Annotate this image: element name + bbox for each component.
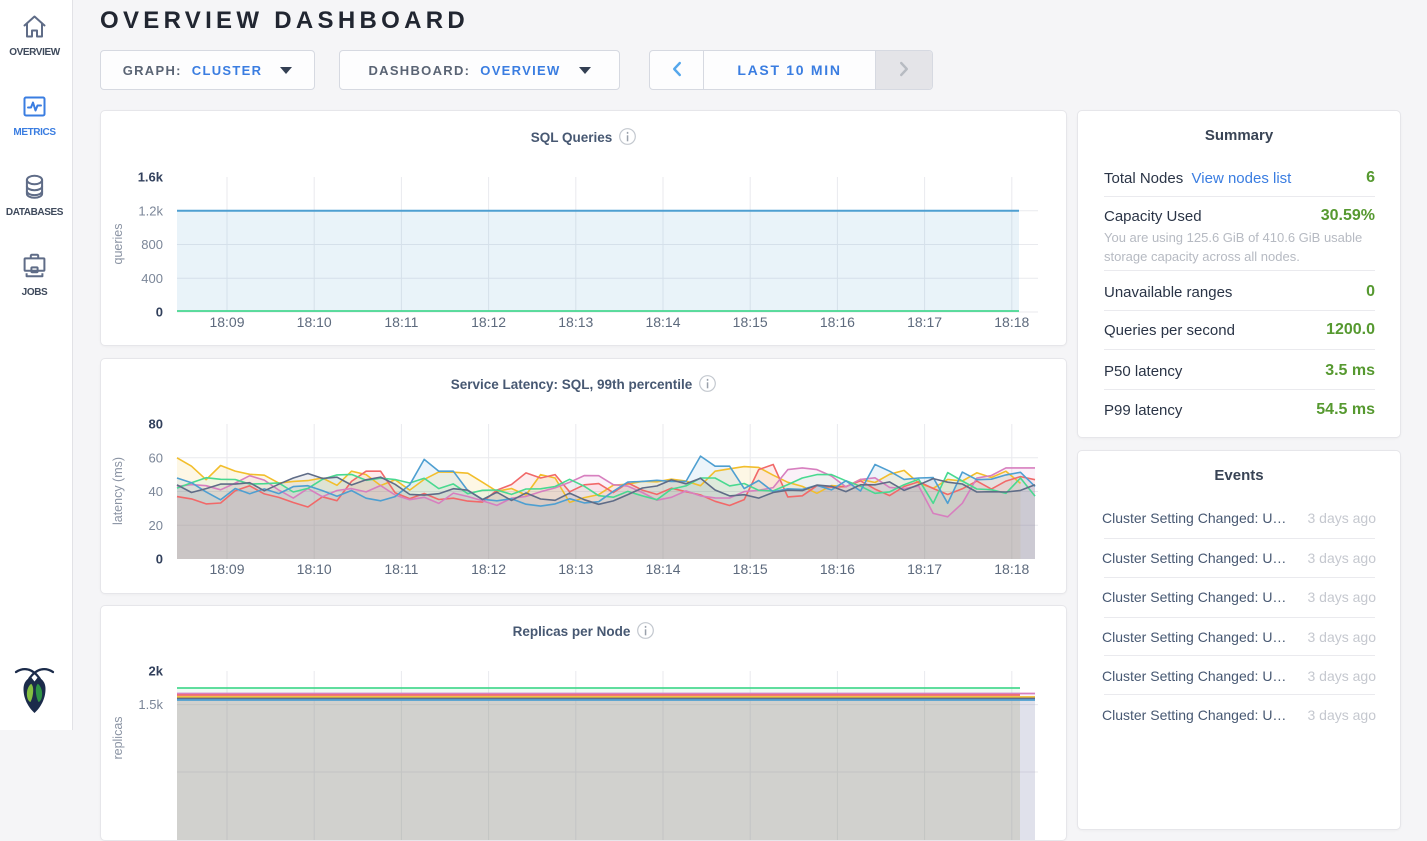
svg-text:18:12: 18:12 <box>471 314 506 330</box>
svg-text:replicas: replicas <box>111 716 125 759</box>
svg-text:0: 0 <box>156 305 163 320</box>
svg-text:18:10: 18:10 <box>297 561 332 577</box>
svg-text:1.5k: 1.5k <box>138 697 163 712</box>
svg-text:18:11: 18:11 <box>384 314 418 330</box>
svg-text:18:09: 18:09 <box>209 314 244 330</box>
svg-text:400: 400 <box>141 271 163 286</box>
svg-text:latency (ms): latency (ms) <box>111 457 125 525</box>
svg-text:18:14: 18:14 <box>645 314 680 330</box>
svg-text:40: 40 <box>149 484 163 499</box>
svg-text:queries: queries <box>111 224 125 265</box>
svg-text:18:12: 18:12 <box>471 561 506 577</box>
svg-text:18:13: 18:13 <box>558 314 593 330</box>
svg-text:18:16: 18:16 <box>820 314 855 330</box>
svg-text:20: 20 <box>149 518 163 533</box>
svg-text:18:11: 18:11 <box>384 561 418 577</box>
svg-text:1.6k: 1.6k <box>138 170 164 185</box>
svg-text:18:18: 18:18 <box>994 314 1029 330</box>
svg-text:18:13: 18:13 <box>558 561 593 577</box>
svg-text:0: 0 <box>156 552 163 567</box>
svg-text:2k: 2k <box>149 664 164 679</box>
svg-text:18:15: 18:15 <box>733 314 768 330</box>
svg-text:18:16: 18:16 <box>820 561 855 577</box>
svg-text:18:14: 18:14 <box>645 561 680 577</box>
svg-text:800: 800 <box>141 237 163 252</box>
svg-text:18:17: 18:17 <box>907 561 942 577</box>
svg-text:1.2k: 1.2k <box>138 203 163 218</box>
svg-text:18:09: 18:09 <box>209 561 244 577</box>
svg-text:80: 80 <box>149 417 163 432</box>
svg-text:60: 60 <box>149 450 163 465</box>
svg-text:18:18: 18:18 <box>994 561 1029 577</box>
svg-text:18:10: 18:10 <box>297 314 332 330</box>
svg-text:18:15: 18:15 <box>733 561 768 577</box>
svg-text:18:17: 18:17 <box>907 314 942 330</box>
